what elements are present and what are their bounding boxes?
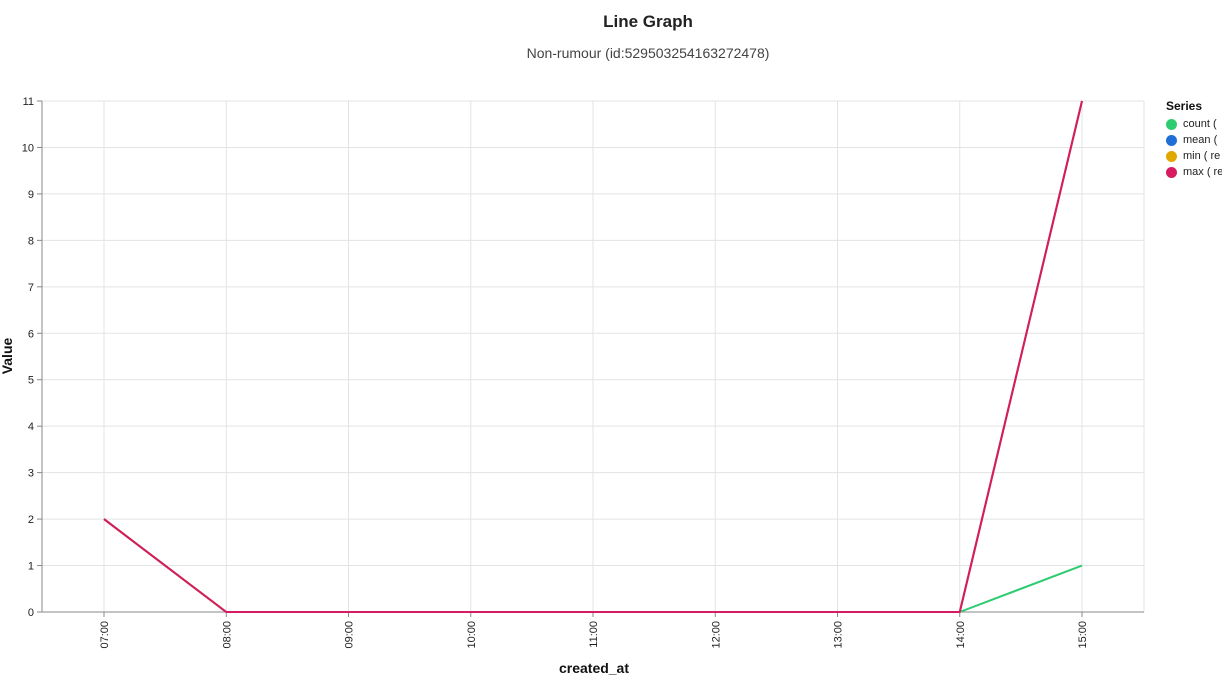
- y-axis-ticks: 0 1 2 3 4 5 6 7 8 9 10 11: [22, 96, 42, 619]
- series-lines: [103, 100, 1083, 613]
- y-tick-label: 8: [28, 235, 34, 247]
- x-axis-ticks: 07:00 08:00 09:00 10:00 11:00 12:00 13:00 14:00…: [99, 612, 1089, 649]
- x-tick-label: 13:00: [833, 621, 845, 649]
- chart-subtitle: Non-rumour (id:529503254163272478): [526, 45, 770, 61]
- y-tick-label: 11: [23, 96, 34, 108]
- y-tick-label: 4: [28, 421, 34, 433]
- chart-title: Line Graph: [603, 12, 693, 31]
- gridlines: [42, 100, 1145, 612]
- legend-item: count (: [1166, 116, 1222, 132]
- legend-label: max ( re: [1183, 166, 1222, 178]
- x-tick-label: 10:00: [466, 621, 478, 649]
- x-tick-label: 11:00: [588, 621, 600, 648]
- line-chart: 0 1 2 3 4 5 6 7 8 9 10 11 07:00 08:00 09:00 10:00 11:00…: [0, 96, 1145, 676]
- legend-label: mean (: [1183, 134, 1218, 146]
- y-tick-label: 2: [28, 514, 34, 526]
- x-tick-label: 08:00: [221, 621, 233, 649]
- x-axis-title: created_at: [559, 660, 629, 676]
- legend-swatch: [1166, 150, 1177, 162]
- x-tick-label: 09:00: [344, 621, 356, 649]
- x-tick-label: 14:00: [955, 621, 967, 649]
- legend-swatch: [1166, 134, 1177, 146]
- y-tick-label: 10: [22, 142, 34, 154]
- y-tick-label: 9: [28, 189, 34, 201]
- y-tick-label: 7: [28, 282, 34, 294]
- legend-swatch: [1166, 166, 1177, 178]
- legend: Series count ( mean ( min ( re max ( re: [1166, 99, 1222, 180]
- y-tick-label: 0: [28, 607, 34, 619]
- legend-item: mean (: [1166, 132, 1222, 148]
- legend-swatch: [1166, 118, 1177, 130]
- x-tick-label: 07:00: [99, 621, 111, 649]
- y-tick-label: 1: [28, 561, 34, 573]
- legend-title: Series: [1166, 99, 1203, 113]
- legend-items: count ( mean ( min ( re max ( re: [1166, 116, 1222, 180]
- legend-item: min ( re: [1166, 148, 1222, 164]
- y-tick-label: 6: [28, 328, 34, 340]
- series-line-max-re: [103, 100, 1083, 613]
- legend-item: max ( re: [1166, 164, 1222, 180]
- legend-label: min ( re: [1183, 150, 1221, 162]
- legend-label: count (: [1183, 118, 1217, 130]
- y-axis-title: Value: [0, 338, 15, 375]
- x-tick-label: 12:00: [710, 621, 722, 649]
- y-tick-label: 3: [28, 468, 34, 480]
- x-tick-label: 15:00: [1077, 621, 1089, 649]
- y-tick-label: 5: [28, 375, 34, 387]
